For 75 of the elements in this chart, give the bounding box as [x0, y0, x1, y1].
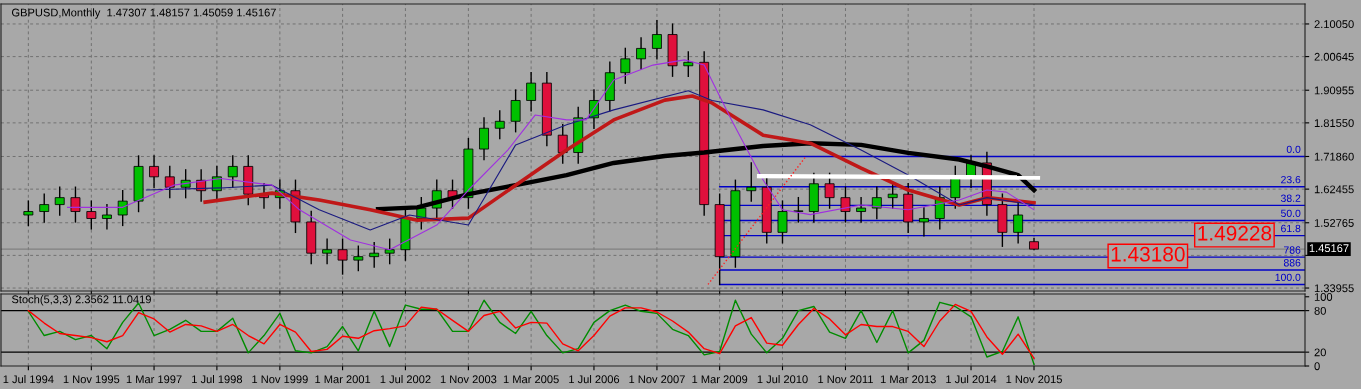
chart-title: Stoch(5,3,3) 2.3562 11.0419 — [11, 295, 151, 306]
candlestick — [652, 19, 662, 60]
y-tick-label: 1.33955 — [1314, 284, 1354, 293]
candlestick — [871, 186, 882, 220]
candlestick — [322, 238, 333, 265]
x-tick-label: 1 Nov 1995 — [63, 375, 120, 384]
annotation: 0.0 — [1286, 145, 1301, 154]
candlestick — [683, 51, 694, 77]
annotation: 886 — [1283, 259, 1301, 267]
y-tick-label: 1.71860 — [1314, 152, 1354, 161]
x-tick-label: 1 Jul 2006 — [569, 375, 620, 384]
candlestick — [479, 117, 489, 161]
candlestick — [149, 155, 159, 188]
candlestick — [887, 183, 898, 209]
y-tick-label: 100 — [1314, 293, 1333, 301]
candlestick — [353, 245, 364, 272]
candlestick — [793, 196, 804, 223]
candlestick — [337, 238, 348, 275]
x-tick-label: 1 Mar 2001 — [315, 375, 371, 384]
y-tick-label: 20 — [1314, 348, 1326, 357]
candlestick — [494, 110, 505, 140]
x-tick-label: 1 Mar 2005 — [503, 375, 559, 384]
candlestick — [777, 200, 788, 244]
candlestick — [102, 203, 112, 230]
x-tick-label: 1 Nov 2003 — [440, 375, 497, 384]
y-tick-label: 1.90955 — [1314, 86, 1354, 95]
x-tick-label: 1 Jul 2002 — [380, 375, 431, 384]
candlestick — [1013, 200, 1024, 244]
annotation: 50.0 — [1280, 209, 1301, 218]
y-tick-label: 1.62455 — [1314, 185, 1354, 194]
x-tick-label: 1 Jul 2014 — [946, 375, 997, 384]
y-tick-label: 2.00645 — [1314, 52, 1354, 61]
candlestick — [746, 162, 757, 202]
x-tick-label: 1 Jul 2010 — [757, 375, 808, 384]
candlestick — [636, 37, 646, 70]
y-tick-label: 0 — [1314, 362, 1320, 371]
x-tick-label: 1 Mar 1997 — [126, 375, 182, 384]
x-tick-label: 1 Jul 1998 — [192, 375, 243, 384]
candlestick — [824, 172, 835, 209]
candlestick — [526, 72, 537, 112]
annotation: 23.6 — [1281, 175, 1301, 184]
x-tick-label: 1 Nov 2015 — [1006, 375, 1062, 384]
candlestick — [620, 47, 631, 84]
candlestick — [86, 200, 97, 230]
x-tick-label: 1 Nov 2011 — [818, 375, 873, 384]
candlestick — [54, 186, 65, 216]
candlestick — [840, 186, 851, 223]
candlestick — [164, 165, 175, 199]
candlestick — [227, 155, 238, 188]
chart-title: GBPUSD,Monthly 1.47307 1.48157 1.45059 1.45167 — [11, 8, 276, 19]
annotation: 61.8 — [1281, 224, 1301, 233]
candlestick — [918, 207, 929, 237]
x-tick-label: 1 Nov 1999 — [252, 375, 308, 384]
candlestick — [510, 89, 521, 133]
candlestick — [70, 186, 81, 223]
x-tick-label: 1 Jul 1994 — [3, 375, 54, 384]
candlestick — [39, 193, 50, 223]
y-tick-label: 1.52765 — [1314, 219, 1354, 227]
annotation: 100.0 — [1275, 273, 1301, 282]
annotation: 1.43180 — [1111, 246, 1185, 262]
candlestick — [369, 242, 380, 268]
x-tick-label: 1 Nov 2007 — [629, 375, 685, 384]
annotation: 1.49228 — [1198, 225, 1272, 241]
candlestick — [23, 200, 34, 227]
annotation: 786 — [1283, 246, 1301, 254]
annotation: 38.2 — [1280, 194, 1301, 202]
y-tick-label: 1.81550 — [1314, 119, 1354, 127]
y-tick-label: 80 — [1314, 306, 1326, 315]
candlestick — [117, 190, 128, 227]
candlestick — [856, 196, 867, 223]
x-tick-label: 1 Mar 2009 — [692, 375, 748, 384]
y-tick-label: 2.10050 — [1314, 20, 1354, 29]
candlestick — [384, 238, 395, 265]
ref-line-label: 1.45167 — [1309, 244, 1349, 253]
x-tick-label: 1 Mar 2013 — [880, 375, 936, 384]
